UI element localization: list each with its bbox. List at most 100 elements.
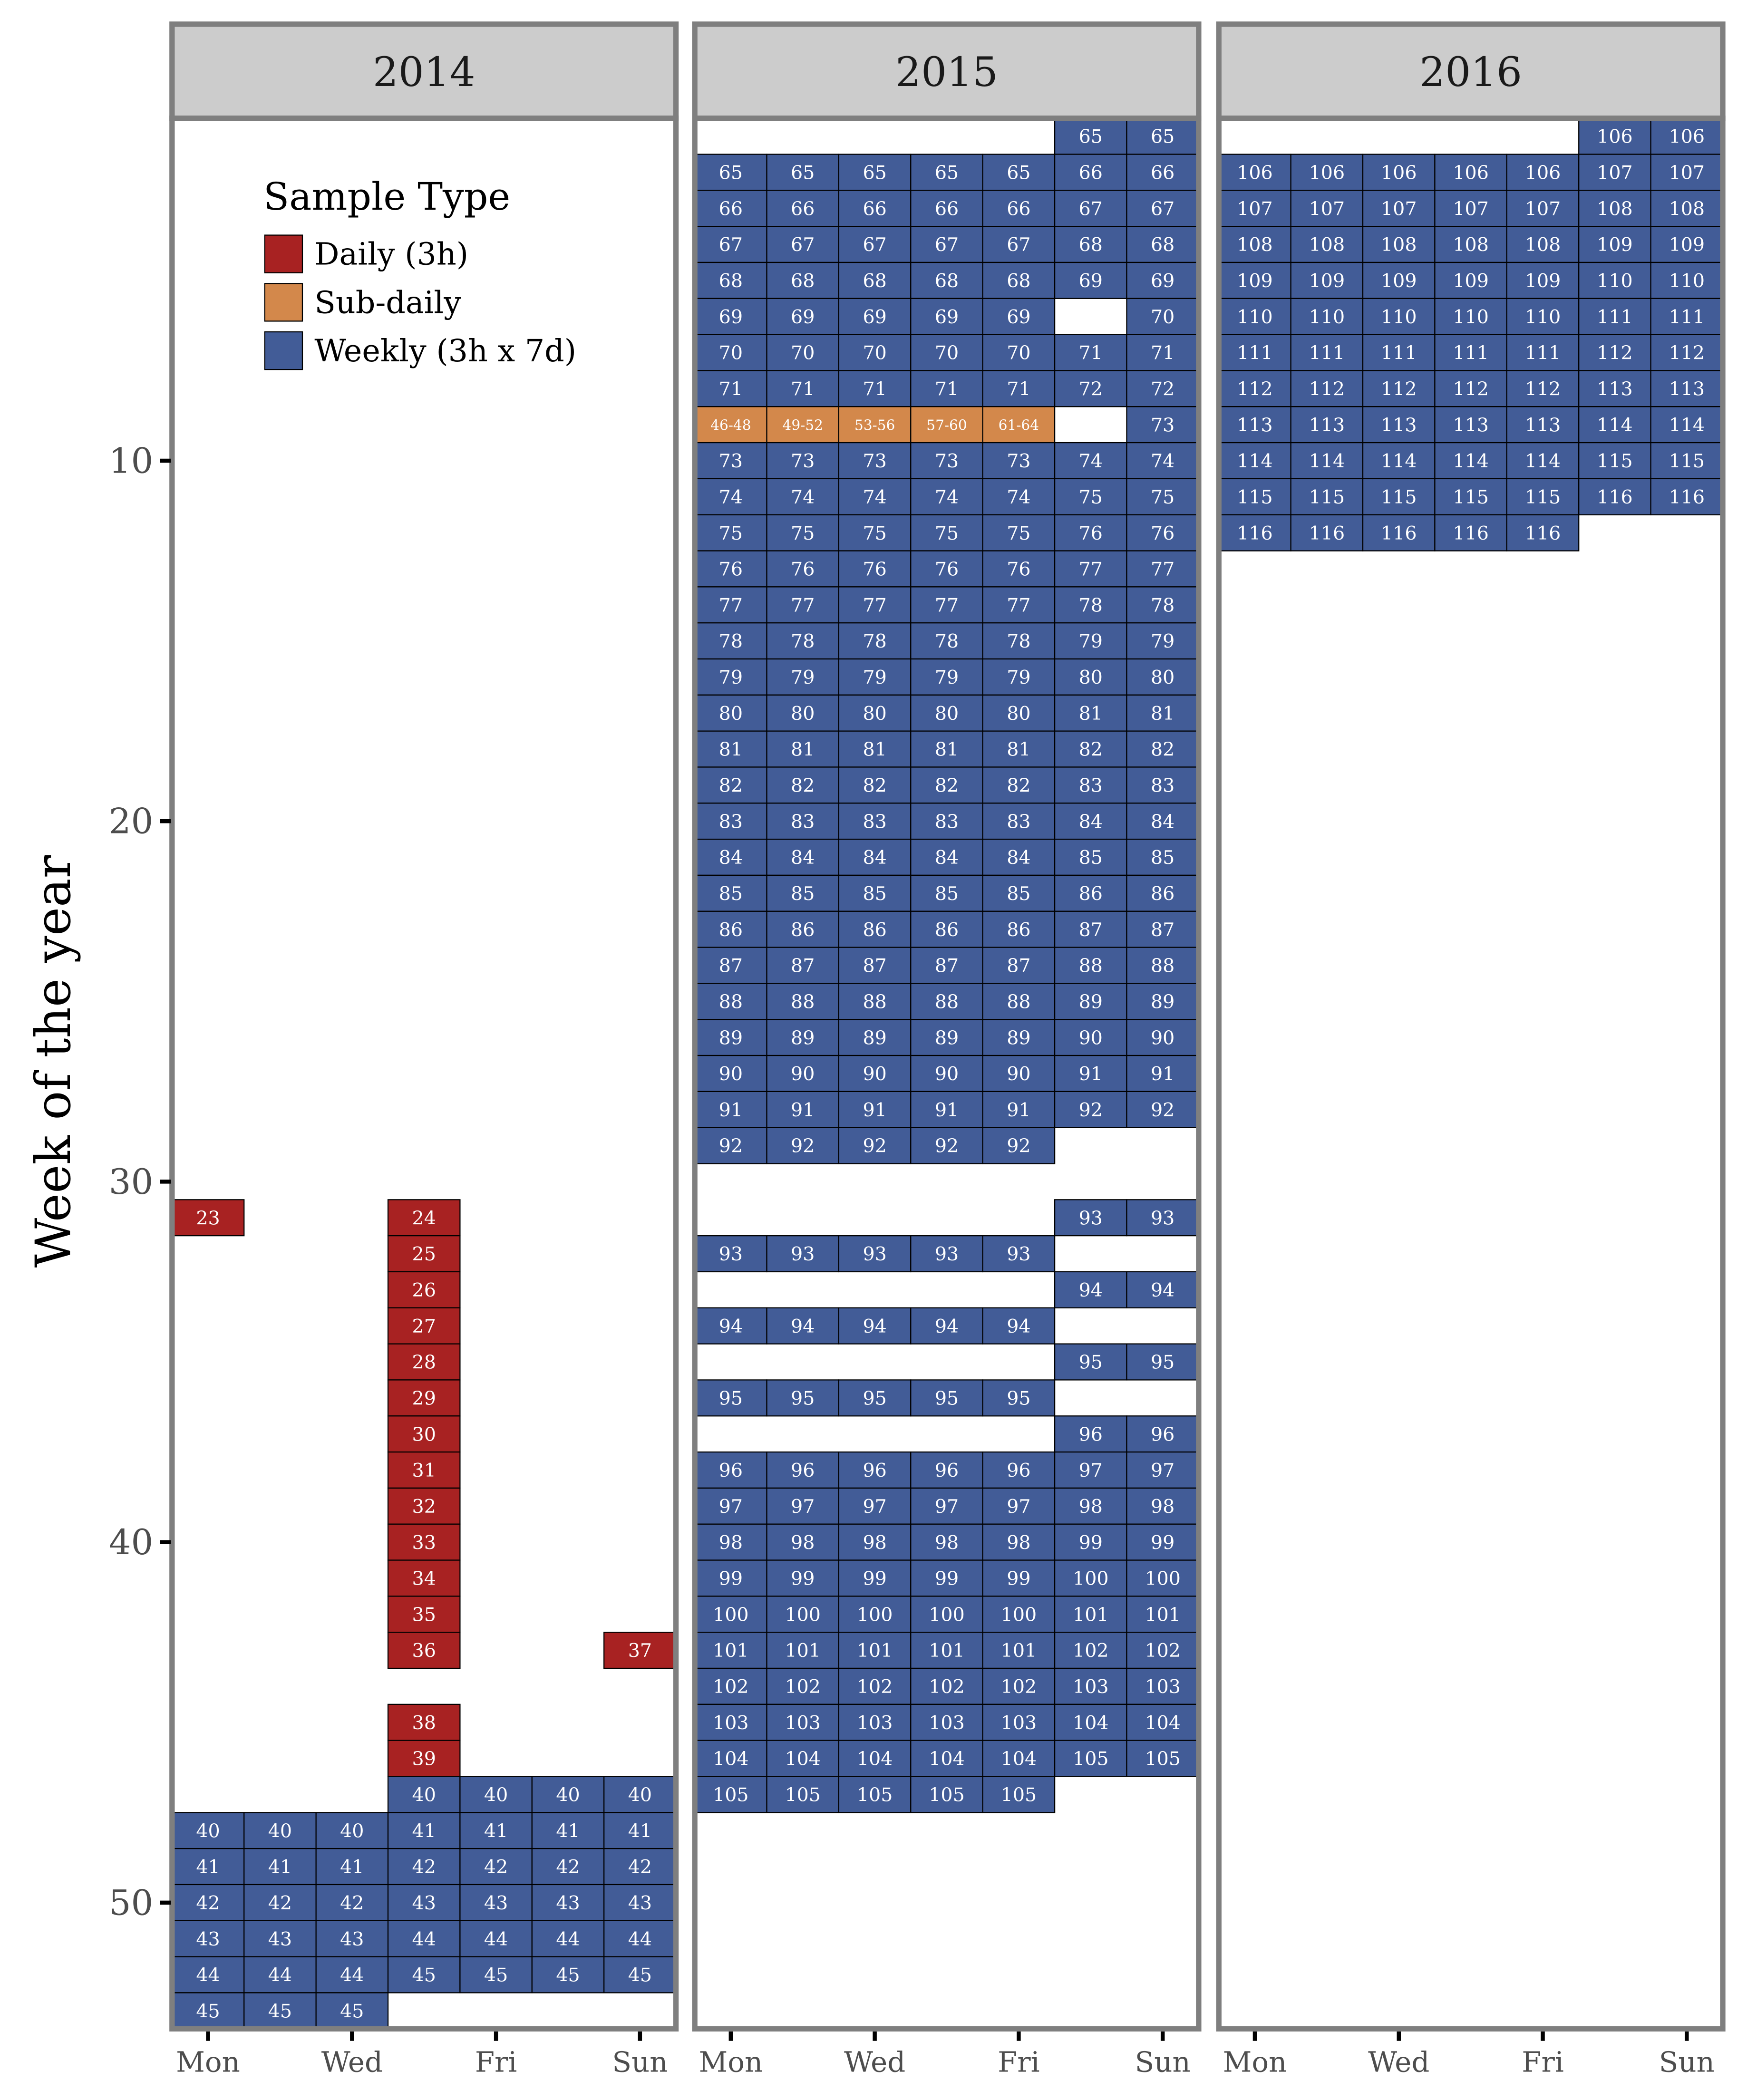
tile [1434,154,1507,191]
tile [1218,261,1291,299]
tile [1506,261,1580,299]
tile-label: 109 [1309,270,1345,292]
tile-label: 41 [196,1856,220,1878]
tile-label: 43 [628,1892,652,1914]
tile [766,1127,840,1164]
tile-label: 73 [863,450,886,472]
tile-label: 111 [1453,342,1488,364]
tile [1126,370,1200,407]
tile-label: 86 [1079,883,1103,905]
tile-label: 77 [863,594,886,616]
tile [243,1812,317,1849]
tile-label: 67 [1079,198,1103,220]
tile [387,1703,461,1741]
tile-label: 94 [935,1316,959,1337]
tile-label: 71 [863,378,886,400]
tile-label: 89 [1151,991,1174,1013]
tile-label: 67 [719,234,743,256]
tile-label: 82 [935,775,959,797]
tile-label: 90 [791,1063,815,1085]
tile-label: 103 [785,1712,820,1734]
tile [838,766,912,804]
tile [838,1632,912,1669]
tile [766,154,840,191]
tile-label: 42 [268,1892,292,1914]
x-tick-label: Wed [1368,2046,1429,2079]
tile-label: 107 [1453,198,1488,220]
tile-label: 91 [719,1099,743,1121]
tile [387,1596,461,1633]
tile-label: 108 [1597,198,1632,220]
tile-label: 82 [1007,775,1030,797]
tile-label: 73 [1007,450,1030,472]
tile [982,1235,1056,1273]
tile [982,730,1056,768]
tile [1218,298,1291,335]
tile-label: 42 [196,1892,220,1914]
tile-label: 85 [863,883,886,905]
tile-label: 65 [1007,162,1030,184]
tile-label: 103 [713,1712,748,1734]
tile [982,1740,1056,1777]
tile-label: 106 [1669,126,1705,148]
tile-label: 98 [719,1532,743,1554]
tile-label: 107 [1525,198,1561,220]
tile-label: 82 [1079,739,1103,761]
tile [910,1235,983,1273]
tile-label: 76 [863,559,886,581]
tile [1434,478,1507,515]
tile-label: 94 [1151,1279,1174,1301]
tile [1506,298,1580,335]
tile [910,694,983,732]
tile [766,550,840,588]
tile-label: 104 [1073,1712,1108,1734]
tile-label: 44 [268,1965,292,1986]
tile-label: 80 [1151,667,1174,688]
tile-label: 98 [935,1532,959,1554]
tile [766,1776,840,1813]
tile [1126,947,1200,984]
tile [910,298,983,335]
tile-label: 84 [863,847,886,869]
x-tick-label: Mon [176,2046,240,2079]
tile-label: 74 [719,486,743,508]
tile-label: 82 [1151,739,1174,761]
x-tick-label: Sun [612,2046,668,2079]
tile [910,1776,983,1813]
tile-label: 92 [1079,1099,1103,1121]
tile [910,406,983,444]
tile-label: 75 [1079,486,1103,508]
tile-label: 65 [935,162,959,184]
legend-swatch-D [264,234,303,273]
tile [1054,658,1127,696]
tile-label: 113 [1597,378,1632,400]
tile [694,1379,767,1417]
tile [766,1596,840,1633]
tile-label: 105 [785,1784,820,1806]
tile [982,478,1056,515]
tile-label: 88 [1151,955,1174,977]
tile-label: 44 [628,1928,652,1950]
tile-label: 103 [1001,1712,1037,1734]
tile-label: 69 [719,306,743,328]
tile [982,1019,1056,1056]
tile [694,226,767,263]
tile [387,1920,461,1957]
tile-label: 114 [1381,450,1417,472]
tile-label: 30 [412,1423,436,1445]
tile-label: 104 [929,1748,964,1770]
tile-label: 85 [1007,883,1030,905]
tile [694,803,767,840]
tile [838,586,912,624]
tile-label: 69 [1007,306,1030,328]
tile [1054,874,1127,912]
tile [766,838,840,876]
panel-title: 2015 [895,48,998,96]
tile [1650,154,1724,191]
tile [1218,478,1291,515]
tile [910,1019,983,1056]
tile-label: 104 [1001,1748,1037,1770]
tile-label: 69 [935,306,959,328]
tile-label: 95 [863,1387,886,1409]
tile [1126,1632,1200,1669]
